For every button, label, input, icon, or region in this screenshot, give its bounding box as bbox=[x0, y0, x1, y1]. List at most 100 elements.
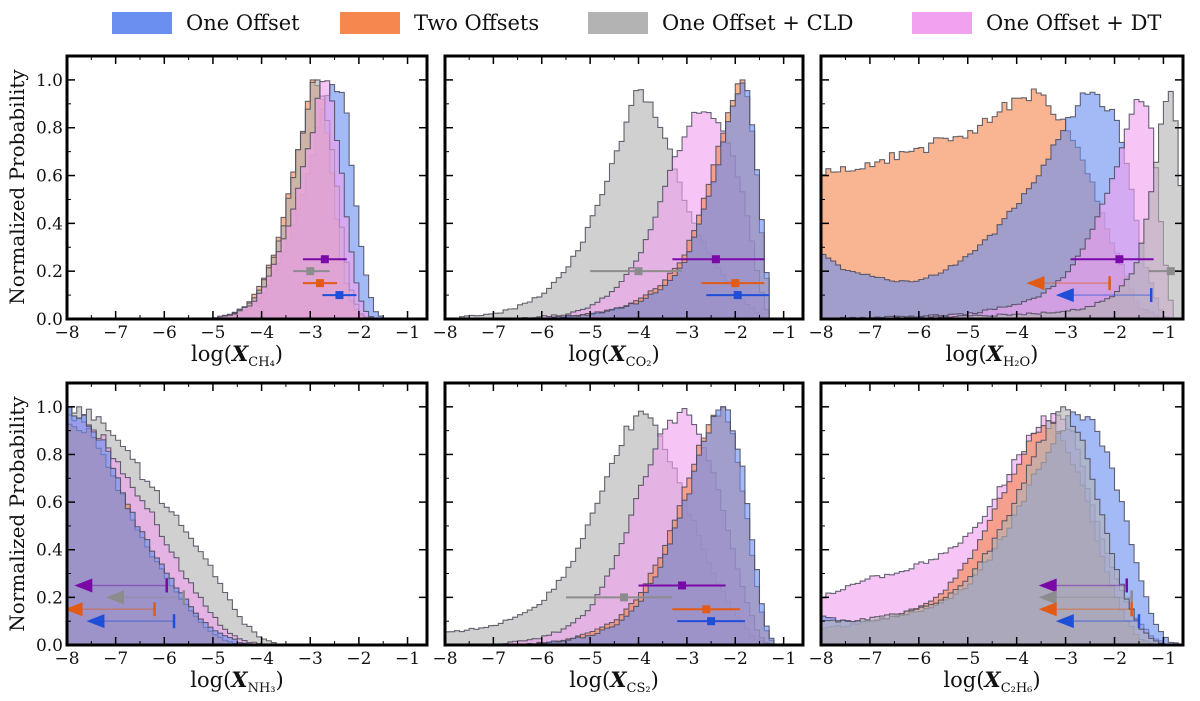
errorbar-marker-two-offsets bbox=[315, 279, 324, 288]
panel-ch4: −8 −7 −6 −5 −4 −3 −2 −1 0.0 0.2 0.4 0.6 0.8 1.0 log(XC… bbox=[36, 54, 429, 370]
x-axis-label-cs2: log(XCS₂) bbox=[569, 667, 659, 696]
legend-swatch-one-offset bbox=[112, 12, 172, 34]
x-axis-label-h2o: log(XH₂O) bbox=[946, 341, 1039, 370]
upper-limit-arrow-one-offset bbox=[1055, 288, 1074, 303]
errorbar-marker-one-offset bbox=[335, 291, 344, 300]
x-tick-label: −6 bbox=[152, 323, 177, 343]
y-tick-label: 0.6 bbox=[36, 493, 63, 513]
panel-nh3: −8 −7 −6 −5 −4 −3 −2 −1 0.0 0.2 0.4 0.6 0.8 1.0 log(XN… bbox=[36, 381, 429, 696]
upper-limit-arrow-one-offset bbox=[1055, 614, 1074, 629]
x-tick-label: −2 bbox=[1102, 323, 1127, 343]
legend-item-two-offsets: Two Offsets bbox=[340, 10, 539, 36]
legend-item-cld: One Offset + CLD bbox=[588, 10, 853, 36]
legend-label-cld: One Offset + CLD bbox=[662, 11, 854, 35]
y-tick-label: 0.0 bbox=[36, 310, 63, 330]
x-tick-label: −1 bbox=[1151, 649, 1176, 669]
errorbar-marker-one-offset-dt bbox=[678, 581, 687, 590]
x-axis-label-nh3: log(XNH₃) bbox=[190, 667, 283, 696]
legend-swatch-dt bbox=[912, 12, 972, 34]
errorbar-marker-one-offset-dt bbox=[1115, 255, 1124, 264]
legend-item-dt: One Offset + DT bbox=[912, 10, 1161, 36]
x-tick-label: −1 bbox=[771, 323, 796, 343]
x-tick-label: −7 bbox=[103, 323, 128, 343]
panel-co2: −8 −7 −6 −5 −4 −3 −2 −1 log(XCO₂) bbox=[432, 54, 805, 370]
x-tick-label: −3 bbox=[674, 649, 699, 669]
x-tick-label: −8 bbox=[54, 649, 79, 669]
x-tick-label: −1 bbox=[395, 323, 420, 343]
x-tick-label: −5 bbox=[578, 649, 603, 669]
x-tick-label: −3 bbox=[674, 323, 699, 343]
x-tick-label: −2 bbox=[723, 323, 748, 343]
x-tick-label: −6 bbox=[529, 323, 554, 343]
x-tick-label: −6 bbox=[906, 323, 931, 343]
errorbar-marker-one-offset bbox=[707, 617, 716, 626]
upper-limit-arrow-one-offset-dt bbox=[1038, 578, 1057, 593]
histogram-one-offset-cld bbox=[821, 406, 1169, 645]
y-tick-label: 0.8 bbox=[36, 445, 63, 465]
y-tick-label: 0.4 bbox=[36, 541, 63, 561]
x-tick-label: −3 bbox=[1053, 649, 1078, 669]
legend-label-two-offsets: Two Offsets bbox=[414, 11, 540, 35]
x-tick-label: −5 bbox=[955, 649, 980, 669]
x-tick-label: −8 bbox=[432, 649, 457, 669]
x-tick-label: −8 bbox=[808, 323, 833, 343]
histogram-one-offset bbox=[67, 406, 258, 645]
upper-limit-arrow-one-offset-cld bbox=[1038, 590, 1057, 605]
panel-frame bbox=[819, 54, 1185, 321]
errorbar-marker-one-offset-cld bbox=[634, 267, 643, 276]
x-tick-label: −1 bbox=[771, 649, 796, 669]
panel-frame bbox=[65, 54, 429, 321]
errorbar-marker-one-offset-dt bbox=[711, 255, 720, 264]
x-tick-label: −3 bbox=[1053, 323, 1078, 343]
x-tick-label: −2 bbox=[1102, 649, 1127, 669]
y-tick-label: 0.0 bbox=[36, 636, 63, 656]
x-tick-label: −6 bbox=[152, 649, 177, 669]
y-tick-label: 0.8 bbox=[36, 119, 63, 139]
x-axis-label-ch4: log(XCH₄) bbox=[191, 341, 283, 370]
x-tick-label: −7 bbox=[103, 649, 128, 669]
legend-label-one-offset: One Offset bbox=[186, 11, 300, 35]
x-tick-label: −5 bbox=[200, 649, 225, 669]
panel-frame bbox=[443, 54, 805, 321]
x-tick-label: −4 bbox=[626, 649, 651, 669]
errorbar-marker-one-offset bbox=[733, 291, 742, 300]
x-tick-label: −4 bbox=[1004, 649, 1029, 669]
legend-item-one-offset: One Offset bbox=[112, 10, 300, 36]
panel-c2h6: −8 −7 −6 −5 −4 −3 −2 −1 log(XC₂H₆) bbox=[808, 381, 1185, 696]
x-tick-label: −1 bbox=[1151, 323, 1176, 343]
y-tick-label: 0.2 bbox=[36, 262, 63, 282]
upper-limit-arrow-two-offsets bbox=[1038, 602, 1057, 617]
y-tick-label: 0.4 bbox=[36, 214, 63, 234]
legend-swatch-cld bbox=[588, 12, 648, 34]
panel-frame bbox=[65, 381, 429, 647]
upper-limit-arrow-one-offset-cld bbox=[105, 590, 124, 605]
x-tick-label: −5 bbox=[200, 323, 225, 343]
y-tick-label: 0.2 bbox=[36, 588, 63, 608]
x-axis-label-co2: log(XCO₂) bbox=[568, 341, 659, 370]
panel-frame bbox=[443, 381, 805, 647]
x-tick-label: −4 bbox=[626, 323, 651, 343]
errorbar-marker-one-offset-cld bbox=[306, 267, 315, 276]
y-axis-label: Normalized Probability bbox=[5, 69, 29, 305]
panel-h2o: −8 −7 −6 −5 −4 −3 −2 −1 log(XH₂O) bbox=[808, 54, 1185, 370]
x-tick-label: −3 bbox=[298, 323, 323, 343]
errorbar-marker-two-offsets bbox=[731, 279, 740, 288]
x-tick-label: −6 bbox=[906, 649, 931, 669]
upper-limit-arrow-one-offset-dt bbox=[74, 578, 93, 593]
x-tick-label: −7 bbox=[857, 323, 882, 343]
errorbar-marker-one-offset-cld bbox=[1166, 267, 1175, 276]
x-tick-label: −4 bbox=[1004, 323, 1029, 343]
panel-cs2: −8 −7 −6 −5 −4 −3 −2 −1 log(XCS₂) bbox=[432, 381, 805, 696]
y-tick-label: 0.6 bbox=[36, 167, 63, 187]
x-tick-label: −2 bbox=[723, 649, 748, 669]
x-tick-label: −6 bbox=[529, 649, 554, 669]
legend-label-dt: One Offset + DT bbox=[986, 11, 1162, 35]
y-tick-label: 1.0 bbox=[36, 71, 63, 91]
panel-frame bbox=[819, 381, 1185, 647]
x-tick-label: −4 bbox=[249, 323, 274, 343]
x-tick-label: −1 bbox=[395, 649, 420, 669]
upper-limit-arrow-one-offset bbox=[86, 614, 105, 629]
x-tick-label: −5 bbox=[578, 323, 603, 343]
upper-limit-arrow-two-offsets bbox=[67, 602, 83, 617]
